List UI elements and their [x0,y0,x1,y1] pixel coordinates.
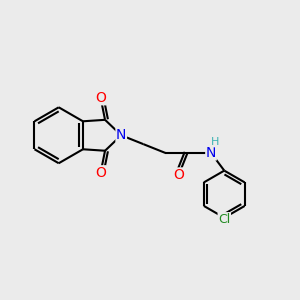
Text: N: N [206,146,216,160]
Text: Cl: Cl [218,213,230,226]
Text: H: H [211,137,220,147]
Text: O: O [173,168,184,182]
Text: O: O [95,91,106,105]
Text: N: N [116,128,126,142]
Text: O: O [95,166,106,180]
